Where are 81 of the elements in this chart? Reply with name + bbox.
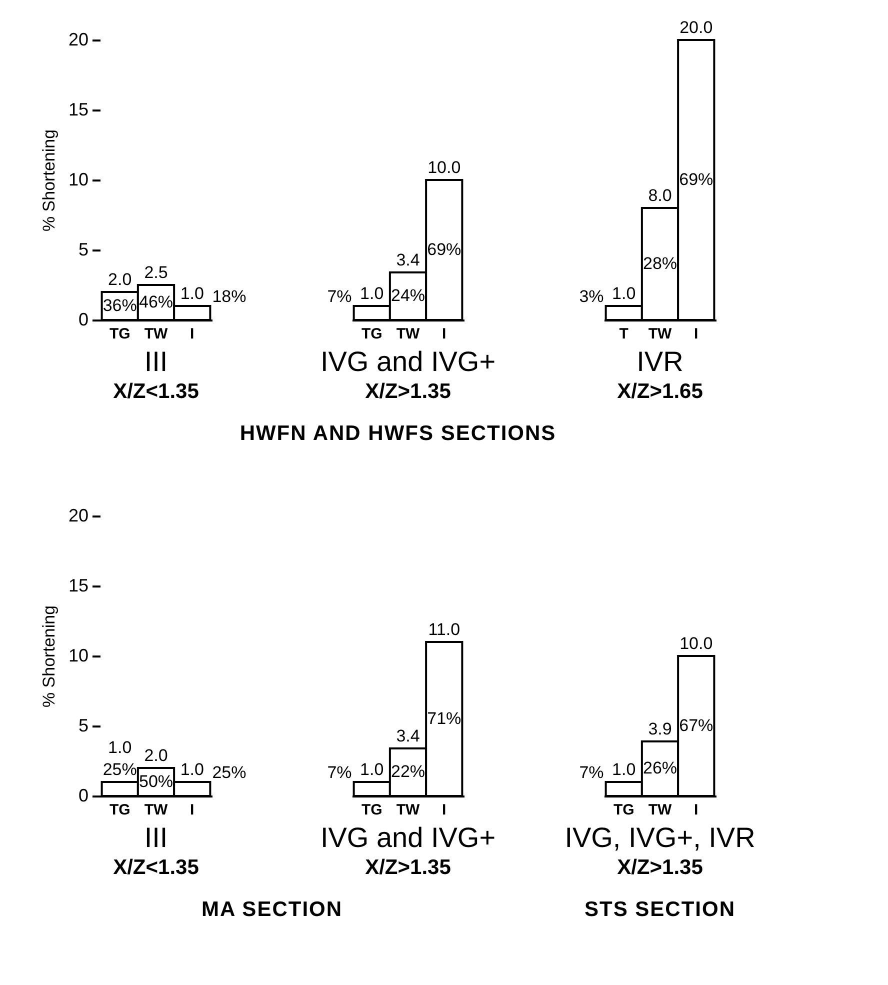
data-label: 1.0	[612, 760, 636, 779]
data-label: 2.0	[108, 270, 132, 289]
annotation: 25%	[212, 763, 246, 782]
y-tick-label: 15	[68, 100, 88, 120]
x-tick-label: TG	[109, 802, 130, 818]
annotation: 25%	[102, 760, 137, 779]
text: X/Z>1.35	[365, 856, 452, 879]
data-label: 3.4	[396, 250, 420, 270]
annotation: 22%	[390, 762, 426, 782]
annotation: 28%	[642, 254, 678, 273]
x-tick-label: TG	[361, 802, 382, 818]
y-tick-label: 20	[68, 506, 88, 526]
annotation: 18%	[212, 287, 246, 306]
x-tick-label: TG	[109, 326, 130, 342]
annotation: 69%	[427, 240, 462, 259]
x-tick-label: I	[442, 326, 446, 342]
y-axis-title: % Shortening	[39, 129, 58, 232]
x-tick-label: I	[190, 326, 194, 342]
x-tick-label: I	[442, 802, 446, 818]
text: IVG and IVG+	[320, 346, 496, 377]
y-axis-title: % Shortening	[39, 605, 58, 708]
x-tick-label: I	[694, 326, 698, 342]
text: 7%	[579, 763, 604, 782]
data-label: 2.5	[144, 263, 168, 282]
data-label: 3.9	[648, 719, 672, 738]
text: X/Z>1.35	[617, 856, 704, 879]
text: MA SECTION	[201, 898, 343, 922]
text: 3%	[579, 287, 604, 306]
y-tick-label: 20	[68, 30, 88, 50]
text: 7%	[327, 763, 352, 782]
y-tick-label: 10	[68, 170, 88, 190]
data-label: 3.4	[396, 726, 420, 746]
text: STS SECTION	[584, 898, 736, 922]
x-tick-label: TW	[648, 802, 672, 818]
x-tick-label: TW	[144, 326, 168, 342]
annotation: 26%	[642, 758, 678, 778]
text: IVG, IVG+, IVR	[564, 822, 756, 853]
annotation: 46%	[138, 292, 174, 312]
text: III	[144, 822, 168, 853]
data-label: 1.0	[180, 284, 204, 303]
text: X/Z>1.35	[365, 380, 452, 403]
text: III	[144, 346, 168, 377]
annotation: 50%	[138, 772, 174, 791]
text: 7%	[327, 287, 352, 306]
text: IVG and IVG+	[320, 822, 496, 853]
data-label: 20.0	[680, 18, 713, 37]
data-label: 1.0	[360, 284, 384, 303]
data-label: 2.0	[144, 746, 168, 765]
text: X/Z>1.65	[617, 380, 704, 403]
data-label: 8.0	[648, 186, 672, 205]
x-tick-label: I	[190, 802, 194, 818]
x-tick-label: I	[694, 802, 698, 818]
data-label: 10.0	[428, 158, 461, 177]
x-tick-label: TW	[144, 802, 168, 818]
x-tick-label: TG	[613, 802, 634, 818]
data-label: 1.0	[180, 760, 204, 779]
x-tick-label: TW	[648, 326, 672, 342]
text: IVR	[636, 346, 684, 377]
y-tick-label: 15	[68, 576, 88, 596]
text: X/Z<1.35	[113, 856, 200, 879]
annotation: 67%	[679, 716, 714, 735]
x-tick-label: T	[619, 326, 628, 342]
data-label: 1.0	[108, 738, 132, 757]
x-tick-label: TW	[396, 802, 420, 818]
text: X/Z<1.35	[113, 380, 200, 403]
data-label: 1.0	[360, 760, 384, 779]
annotation: 69%	[679, 170, 714, 189]
text: HWFN AND HWFS SECTIONS	[240, 422, 556, 446]
y-tick-label: 5	[78, 716, 88, 736]
y-tick-label: 10	[68, 646, 88, 666]
y-tick-label: 0	[78, 310, 88, 330]
x-tick-label: TW	[396, 326, 420, 342]
data-label: 10.0	[680, 634, 713, 653]
data-label: 11.0	[428, 620, 460, 639]
annotation: 71%	[427, 709, 462, 728]
x-tick-label: TG	[361, 326, 382, 342]
annotation: 36%	[102, 296, 137, 315]
annotation: 24%	[390, 286, 426, 306]
y-tick-label: 5	[78, 240, 88, 260]
data-label: 1.0	[612, 284, 636, 303]
y-tick-label: 0	[78, 786, 88, 806]
